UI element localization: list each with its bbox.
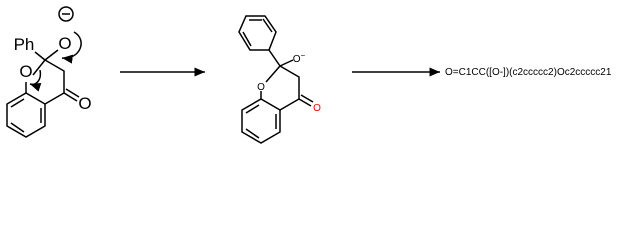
- ring-oxygen: O: [19, 62, 32, 81]
- oxide-charge: −: [301, 51, 306, 60]
- curved-arrow: [61, 31, 82, 64]
- carbonyl-oxygen: O: [313, 103, 321, 114]
- reactant: Ph O O O: [6, 6, 92, 138]
- benzene: [6, 92, 46, 138]
- intermediate: O O− O: [238, 15, 321, 144]
- carbonyl-bond: [63, 88, 80, 102]
- phenyl: Ph: [14, 35, 35, 54]
- curved-arrow: [29, 69, 42, 92]
- ring-oxygen: O: [257, 82, 265, 93]
- oxide: O: [58, 34, 71, 53]
- substituent-bonds: [34, 49, 59, 61]
- product-smiles: O=C1CC([O-])(c2ccccc2)Oc2ccccc21: [445, 67, 612, 78]
- carbonyl-bond: [298, 94, 314, 107]
- carbonyl-oxygen: O: [78, 94, 91, 113]
- oxide-label: O: [293, 54, 301, 65]
- page: Ph O O O O O− O O=C1CC([O-])(c2ccccc2)Oc…: [6, 6, 612, 144]
- scheme: Ph O O O O O− O O=C1CC([O-])(c2ccccc2)Oc…: [6, 6, 612, 144]
- phenyl-ring: [238, 15, 277, 51]
- charge-circle: [58, 6, 74, 22]
- benzene: [241, 98, 281, 144]
- bonds: [25, 59, 65, 105]
- oxide: O−: [293, 51, 306, 65]
- bonds: [260, 65, 300, 111]
- substituent-bonds: [268, 49, 294, 67]
